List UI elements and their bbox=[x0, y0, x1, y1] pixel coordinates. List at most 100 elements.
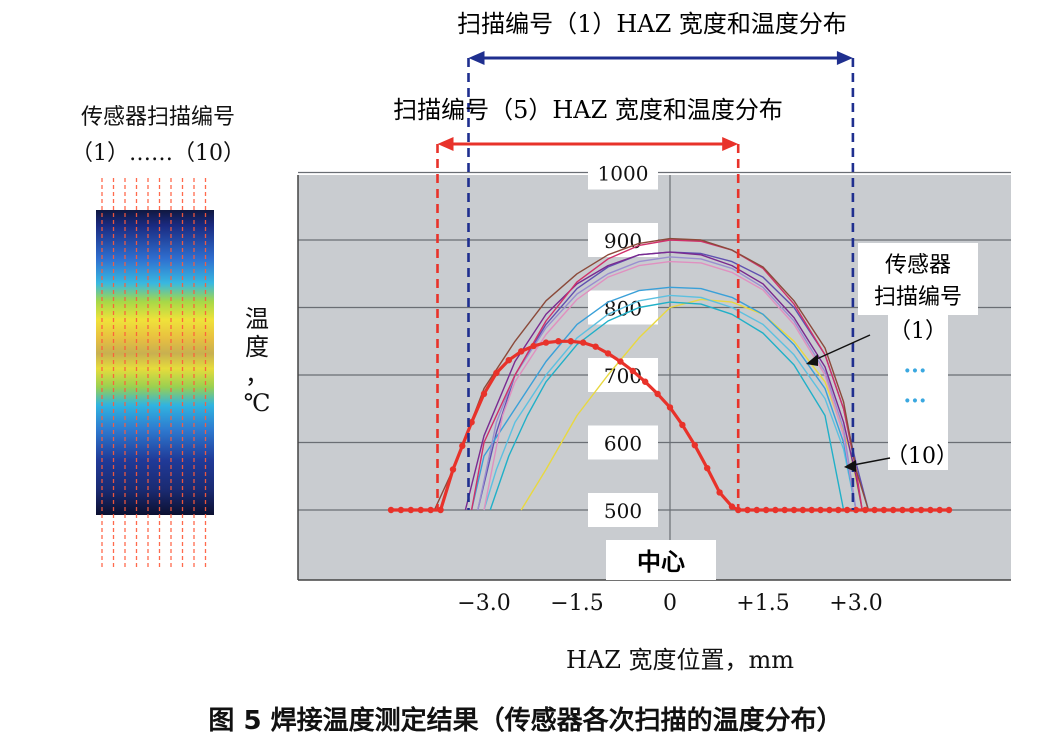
x-tick-label: −3.0 bbox=[457, 591, 510, 616]
x-tick-label: +3.0 bbox=[829, 591, 882, 616]
scan5-span-arrowhead-right bbox=[722, 137, 739, 151]
series-marker bbox=[505, 356, 512, 364]
series-marker bbox=[493, 369, 500, 377]
series-marker bbox=[917, 506, 925, 514]
series-marker bbox=[817, 506, 824, 514]
series-marker bbox=[407, 506, 415, 514]
x-tick-label: +1.5 bbox=[736, 591, 789, 616]
x-axis-label: HAZ 宽度位置，mm bbox=[565, 646, 795, 674]
y-axis-label: 温度， ℃ bbox=[240, 305, 274, 417]
series-marker bbox=[704, 464, 711, 472]
center-label-box bbox=[606, 540, 716, 580]
series-line-7 bbox=[470, 286, 857, 511]
series-marker bbox=[808, 506, 815, 514]
series-marker bbox=[417, 506, 424, 514]
series-marker bbox=[945, 506, 953, 514]
series-marker bbox=[843, 506, 851, 514]
series-marker bbox=[437, 506, 444, 514]
thermal-strip-image bbox=[96, 178, 214, 570]
series-marker bbox=[555, 338, 562, 345]
series-marker bbox=[744, 506, 751, 514]
series-marker bbox=[617, 358, 624, 365]
series-line-8 bbox=[483, 294, 857, 511]
x-tick-label: 0 bbox=[663, 591, 677, 616]
series-marker bbox=[654, 390, 661, 398]
series-marker bbox=[890, 506, 897, 514]
series-line-4 bbox=[464, 251, 863, 511]
x-tick-labels: −3.0 −1.5 0 +1.5 +3.0 bbox=[457, 591, 882, 616]
sensor-scan-lines bbox=[101, 178, 207, 570]
y-tick-box-900 bbox=[588, 223, 658, 257]
series-line-10 bbox=[520, 298, 863, 511]
y-tick-label: 700 bbox=[604, 364, 642, 388]
series-marker bbox=[826, 506, 833, 514]
series-marker bbox=[518, 348, 525, 355]
scan5-span-title: 扫描编号（5）HAZ 宽度和温度分布 bbox=[393, 96, 783, 124]
legend-title-line2: 扫描编号 bbox=[874, 285, 962, 310]
span-markers bbox=[436, 51, 855, 510]
series-line-2 bbox=[433, 237, 870, 511]
legend-list-box bbox=[888, 315, 948, 470]
series-marker bbox=[387, 506, 395, 514]
series-marker bbox=[862, 506, 869, 514]
series-marker bbox=[468, 419, 475, 426]
x-tick-label: −1.5 bbox=[550, 591, 603, 616]
series-marker bbox=[753, 506, 760, 514]
series-marker bbox=[449, 466, 457, 473]
y-tick-label: 500 bbox=[604, 499, 642, 523]
series-marker bbox=[716, 489, 723, 496]
series-marker bbox=[899, 506, 906, 514]
series-marker bbox=[852, 506, 860, 514]
sensor-scan-title-line2: （1）……（10） bbox=[71, 141, 245, 166]
y-tick-box-600 bbox=[588, 425, 658, 460]
series-line-5 bbox=[477, 256, 857, 511]
sensor-scan-title-line1: 传感器扫描编号 bbox=[80, 105, 235, 130]
legend-dots-1: ··· bbox=[904, 358, 927, 384]
legend-title-box bbox=[858, 243, 978, 315]
series-marker bbox=[927, 506, 934, 514]
scan1-span-title: 扫描编号（1）HAZ 宽度和温度分布 bbox=[457, 10, 847, 38]
series-marker bbox=[629, 367, 636, 375]
scan5-span-arrowhead-left bbox=[437, 137, 454, 151]
scan1-span-arrowhead-right bbox=[836, 51, 853, 65]
series-marker bbox=[728, 503, 736, 510]
y-axis-label-text: 温度， ℃ bbox=[243, 305, 271, 417]
legend-dots-2: ··· bbox=[904, 388, 927, 414]
series-marker bbox=[781, 506, 788, 514]
legend-title-line1: 传感器 bbox=[885, 253, 951, 278]
figure-caption: 图 5 焊接温度测定结果（传感器各次扫描的温度分布） bbox=[208, 706, 843, 736]
legend-arrowhead-last bbox=[844, 460, 856, 472]
series-marker bbox=[835, 506, 842, 514]
series-marker bbox=[691, 442, 698, 449]
series-marker bbox=[936, 506, 943, 514]
scan1-span-arrowhead-left bbox=[468, 51, 485, 65]
series-marker bbox=[542, 339, 550, 346]
y-tick-box-1000 bbox=[588, 155, 658, 190]
legend-arrowhead-first bbox=[806, 354, 818, 366]
series-marker bbox=[427, 506, 434, 514]
legend-pointer-first bbox=[809, 334, 871, 363]
series-marker bbox=[459, 442, 466, 450]
series-marker bbox=[772, 506, 779, 514]
series-marker bbox=[880, 506, 888, 514]
legend-last: （10） bbox=[886, 444, 958, 469]
series-marker bbox=[908, 506, 915, 514]
series-marker bbox=[397, 506, 405, 514]
center-label: 中心 bbox=[637, 547, 685, 576]
sensor-scan-title: 传感器扫描编号 （1）……（10） bbox=[48, 100, 268, 172]
series-marker bbox=[666, 404, 674, 411]
legend-first: （1） bbox=[889, 319, 947, 344]
series-group bbox=[387, 237, 953, 514]
series-marker bbox=[592, 343, 599, 350]
series-marker bbox=[799, 506, 807, 514]
series-marker bbox=[790, 506, 798, 514]
series-marker bbox=[580, 339, 587, 346]
series-line-9 bbox=[489, 301, 845, 511]
series-marker bbox=[604, 350, 612, 357]
series-marker bbox=[871, 506, 878, 514]
y-tick-box-500 bbox=[588, 493, 658, 527]
series-marker bbox=[480, 390, 488, 398]
series-marker bbox=[567, 338, 574, 345]
series-marker bbox=[642, 378, 649, 385]
